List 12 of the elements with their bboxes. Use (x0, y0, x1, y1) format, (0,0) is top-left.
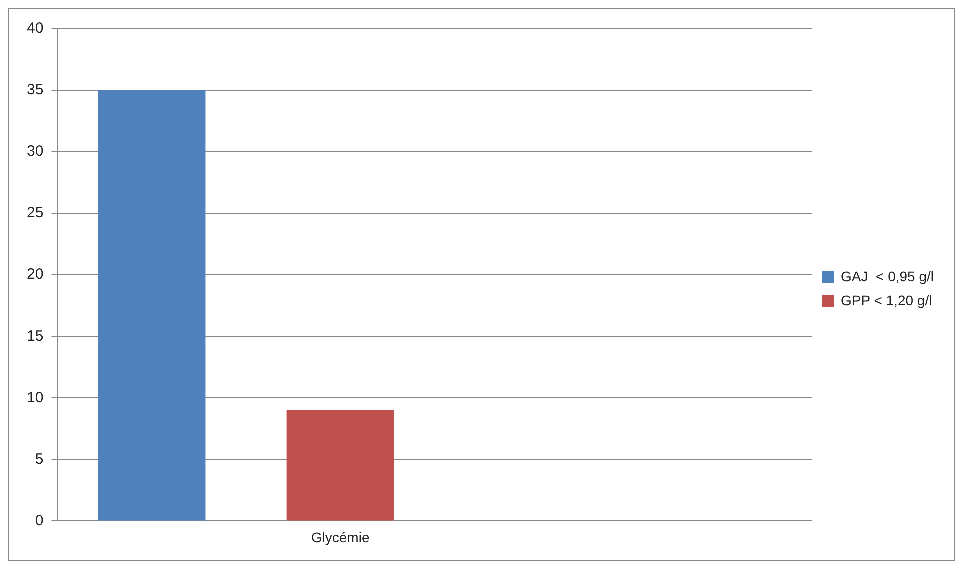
y-tick-label: 25 (26, 204, 44, 222)
y-tick-label: 30 (26, 143, 44, 160)
y-tick-label: 20 (26, 266, 44, 284)
y-tick-label: 5 (35, 450, 44, 468)
y-tick-label: 35 (26, 82, 44, 99)
y-tick-label: 40 (26, 20, 44, 38)
y-tick-label: 0 (35, 512, 44, 530)
legend-label: GAJ < 0,95 g/l (841, 268, 934, 284)
legend-label: GPP < 1,20 g/l (841, 292, 932, 308)
y-tick-label: 15 (26, 328, 44, 345)
x-tick-label: Glycémie (311, 529, 370, 546)
y-tick-label: 10 (26, 389, 44, 406)
